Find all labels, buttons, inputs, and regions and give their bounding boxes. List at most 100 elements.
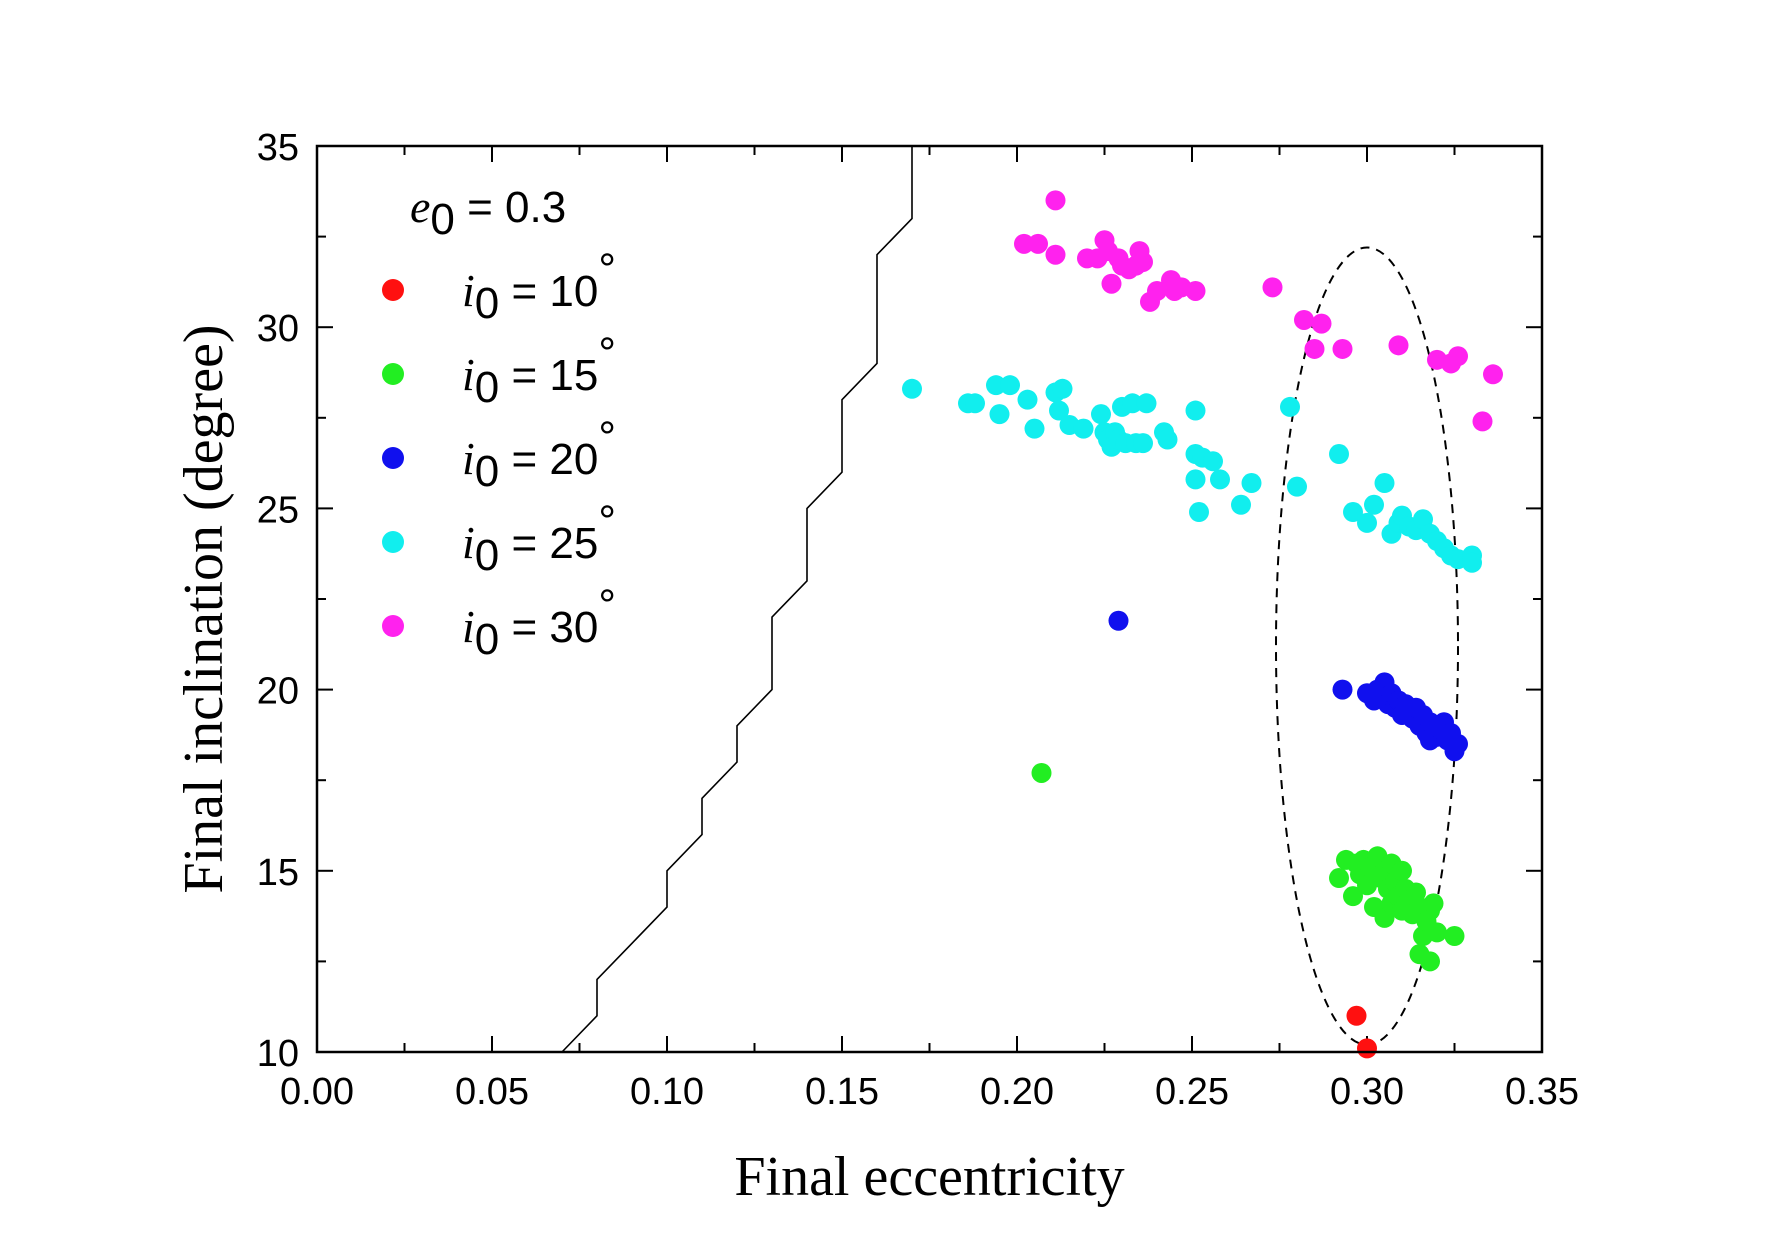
data-point	[1133, 433, 1153, 454]
data-point	[1462, 552, 1482, 573]
legend-label-subscript: 0	[475, 279, 499, 328]
data-point	[1374, 473, 1395, 494]
data-point	[1189, 502, 1209, 523]
legend-label-degree: °	[598, 329, 616, 378]
legend-label-degree: °	[598, 245, 616, 294]
data-point	[1045, 190, 1066, 211]
data-point	[1448, 733, 1468, 754]
legend-label-text: = 15	[499, 351, 598, 400]
data-point	[1343, 502, 1363, 523]
legend-label-subscript: 0	[475, 615, 499, 664]
data-points	[902, 190, 1503, 1059]
data-point	[1392, 860, 1412, 881]
legend-label: i0 = 10°	[462, 245, 616, 328]
data-point	[1136, 393, 1157, 414]
data-point	[1280, 396, 1300, 417]
legend-marker	[382, 447, 404, 469]
data-point	[1101, 273, 1122, 294]
legend-label-subscript: 0	[475, 363, 499, 412]
legend-label-degree: °	[598, 413, 616, 462]
legend-marker	[382, 531, 404, 553]
legend-label-text: = 20	[499, 435, 598, 484]
data-point	[1329, 444, 1349, 465]
y-tick-label: 35	[257, 127, 299, 169]
legend-label: i0 = 30°	[462, 581, 616, 664]
x-tick-label: 0.00	[280, 1071, 354, 1113]
data-point	[1262, 277, 1283, 298]
data-point	[1147, 280, 1167, 301]
x-tick-label: 0.05	[455, 1071, 529, 1113]
data-point	[1028, 233, 1048, 254]
x-tick-label: 0.30	[1330, 1071, 1404, 1113]
legend-label-text: = 30	[499, 603, 598, 652]
data-point	[1241, 473, 1262, 494]
y-tick-labels: 10 15 20 25 30 35	[257, 127, 299, 1075]
series-3	[1108, 610, 1468, 762]
data-point	[1388, 335, 1409, 356]
data-point	[1185, 469, 1206, 490]
x-axis-title: Final eccentricity	[734, 1146, 1124, 1208]
legend-label-symbol: i	[462, 517, 475, 568]
y-tick-label: 10	[257, 1033, 299, 1075]
data-point	[1444, 926, 1465, 947]
legend-label-symbol: i	[462, 601, 475, 652]
legend-header: e0 = 0.3	[410, 181, 566, 244]
legend-label-subscript: 0	[475, 531, 499, 580]
legend-label: i0 = 20°	[462, 413, 616, 496]
data-point	[1091, 404, 1111, 425]
legend-marker	[382, 615, 404, 637]
data-point	[1031, 762, 1052, 783]
data-point	[1294, 309, 1314, 330]
x-tick-label: 0.35	[1505, 1071, 1579, 1113]
data-point	[1052, 378, 1073, 399]
y-axis-title: Final inclination (degree)	[173, 324, 235, 893]
data-point	[1000, 375, 1020, 396]
series-4	[902, 375, 1482, 573]
legend-marker	[382, 279, 404, 301]
data-point	[1157, 429, 1178, 450]
legend-label-text: = 10	[499, 267, 598, 316]
boundary-line	[561, 146, 913, 1053]
data-point	[1045, 244, 1066, 265]
legend-marker	[382, 363, 404, 385]
data-point	[1024, 418, 1045, 439]
data-point	[1049, 400, 1069, 421]
boundary-line-group	[561, 146, 913, 1053]
data-point	[1287, 476, 1307, 497]
series-2	[1031, 762, 1465, 972]
data-point	[1073, 418, 1094, 439]
data-point	[1231, 494, 1251, 515]
data-point	[1203, 451, 1223, 472]
data-point	[1420, 951, 1440, 972]
legend-header-text: = 0.3	[455, 183, 566, 232]
legend-header-subscript: 0	[430, 195, 454, 244]
x-tick-label: 0.25	[1155, 1071, 1229, 1113]
x-tick-label: 0.10	[630, 1071, 704, 1113]
data-point	[1311, 313, 1332, 334]
legend-label-symbol: i	[462, 265, 475, 316]
data-point	[1014, 233, 1034, 254]
data-point	[1427, 922, 1447, 943]
legend-header-symbol: e	[410, 181, 430, 232]
plot-frame	[315, 144, 1544, 1054]
x-tick-label: 0.15	[805, 1071, 879, 1113]
legend-label-degree: °	[598, 581, 616, 630]
x-tick-labels: 0.00 0.05 0.10 0.15 0.20 0.25 0.30 0.35	[280, 1071, 1579, 1113]
data-point	[1343, 886, 1363, 907]
legend-label-degree: °	[598, 497, 616, 546]
data-point	[1108, 610, 1129, 631]
legend-label: i0 = 25°	[462, 497, 616, 580]
data-point	[1357, 512, 1377, 533]
data-point	[1133, 251, 1153, 272]
data-point	[965, 393, 985, 414]
legend-label-symbol: i	[462, 349, 475, 400]
data-point	[1185, 400, 1206, 421]
legend: e0 = 0.3 i0 = 10°i0 = 15°i0 = 20°i0 = 25…	[382, 181, 616, 664]
data-point	[989, 404, 1010, 425]
legend-label: i0 = 15°	[462, 329, 616, 412]
data-point	[1304, 338, 1325, 359]
data-point	[1332, 679, 1353, 700]
data-point	[1329, 868, 1349, 889]
data-point	[1448, 346, 1468, 367]
data-point	[902, 378, 922, 399]
